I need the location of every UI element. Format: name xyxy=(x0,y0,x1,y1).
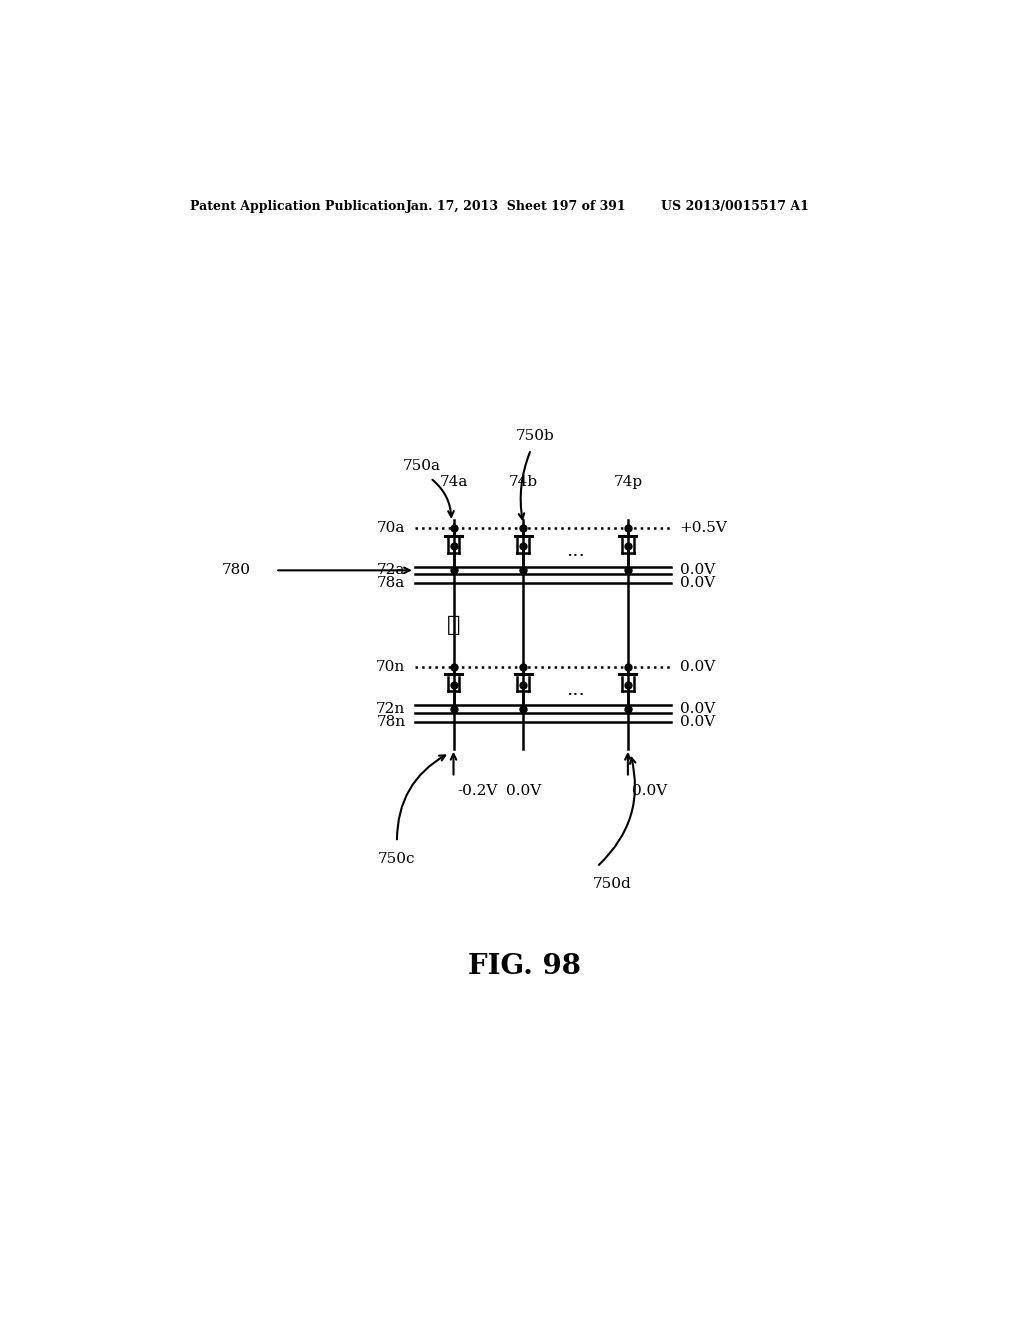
Text: 750c: 750c xyxy=(378,853,415,866)
Text: Jan. 17, 2013  Sheet 197 of 391: Jan. 17, 2013 Sheet 197 of 391 xyxy=(406,199,626,213)
Text: 0.0V: 0.0V xyxy=(680,715,715,729)
Text: 750b: 750b xyxy=(515,429,554,442)
Text: 750a: 750a xyxy=(403,459,441,474)
Text: 78n: 78n xyxy=(377,715,406,729)
Text: 70n: 70n xyxy=(376,660,406,673)
Text: 0.0V: 0.0V xyxy=(680,564,715,577)
Text: FIG. 98: FIG. 98 xyxy=(468,953,582,981)
Text: 0.0V: 0.0V xyxy=(632,784,667,799)
Text: 0.0V: 0.0V xyxy=(680,660,715,673)
Text: 750d: 750d xyxy=(593,876,632,891)
Text: ...: ... xyxy=(566,681,586,698)
Text: 74b: 74b xyxy=(509,475,538,488)
Text: 0.0V: 0.0V xyxy=(680,702,715,715)
Text: 70a: 70a xyxy=(377,521,406,535)
Text: 74p: 74p xyxy=(613,475,642,488)
Text: 72a: 72a xyxy=(377,564,406,577)
Text: ...: ... xyxy=(566,543,586,560)
Text: 78a: 78a xyxy=(377,577,406,590)
Text: 74a: 74a xyxy=(439,475,468,488)
Text: 780: 780 xyxy=(221,564,251,577)
Text: ⋮: ⋮ xyxy=(446,614,460,636)
Text: 0.0V: 0.0V xyxy=(506,784,541,799)
Text: 0.0V: 0.0V xyxy=(680,577,715,590)
Text: Patent Application Publication: Patent Application Publication xyxy=(190,199,406,213)
Text: -0.2V: -0.2V xyxy=(458,784,498,799)
Text: US 2013/0015517 A1: US 2013/0015517 A1 xyxy=(662,199,809,213)
Text: +0.5V: +0.5V xyxy=(680,521,728,535)
Text: 72n: 72n xyxy=(376,702,406,715)
